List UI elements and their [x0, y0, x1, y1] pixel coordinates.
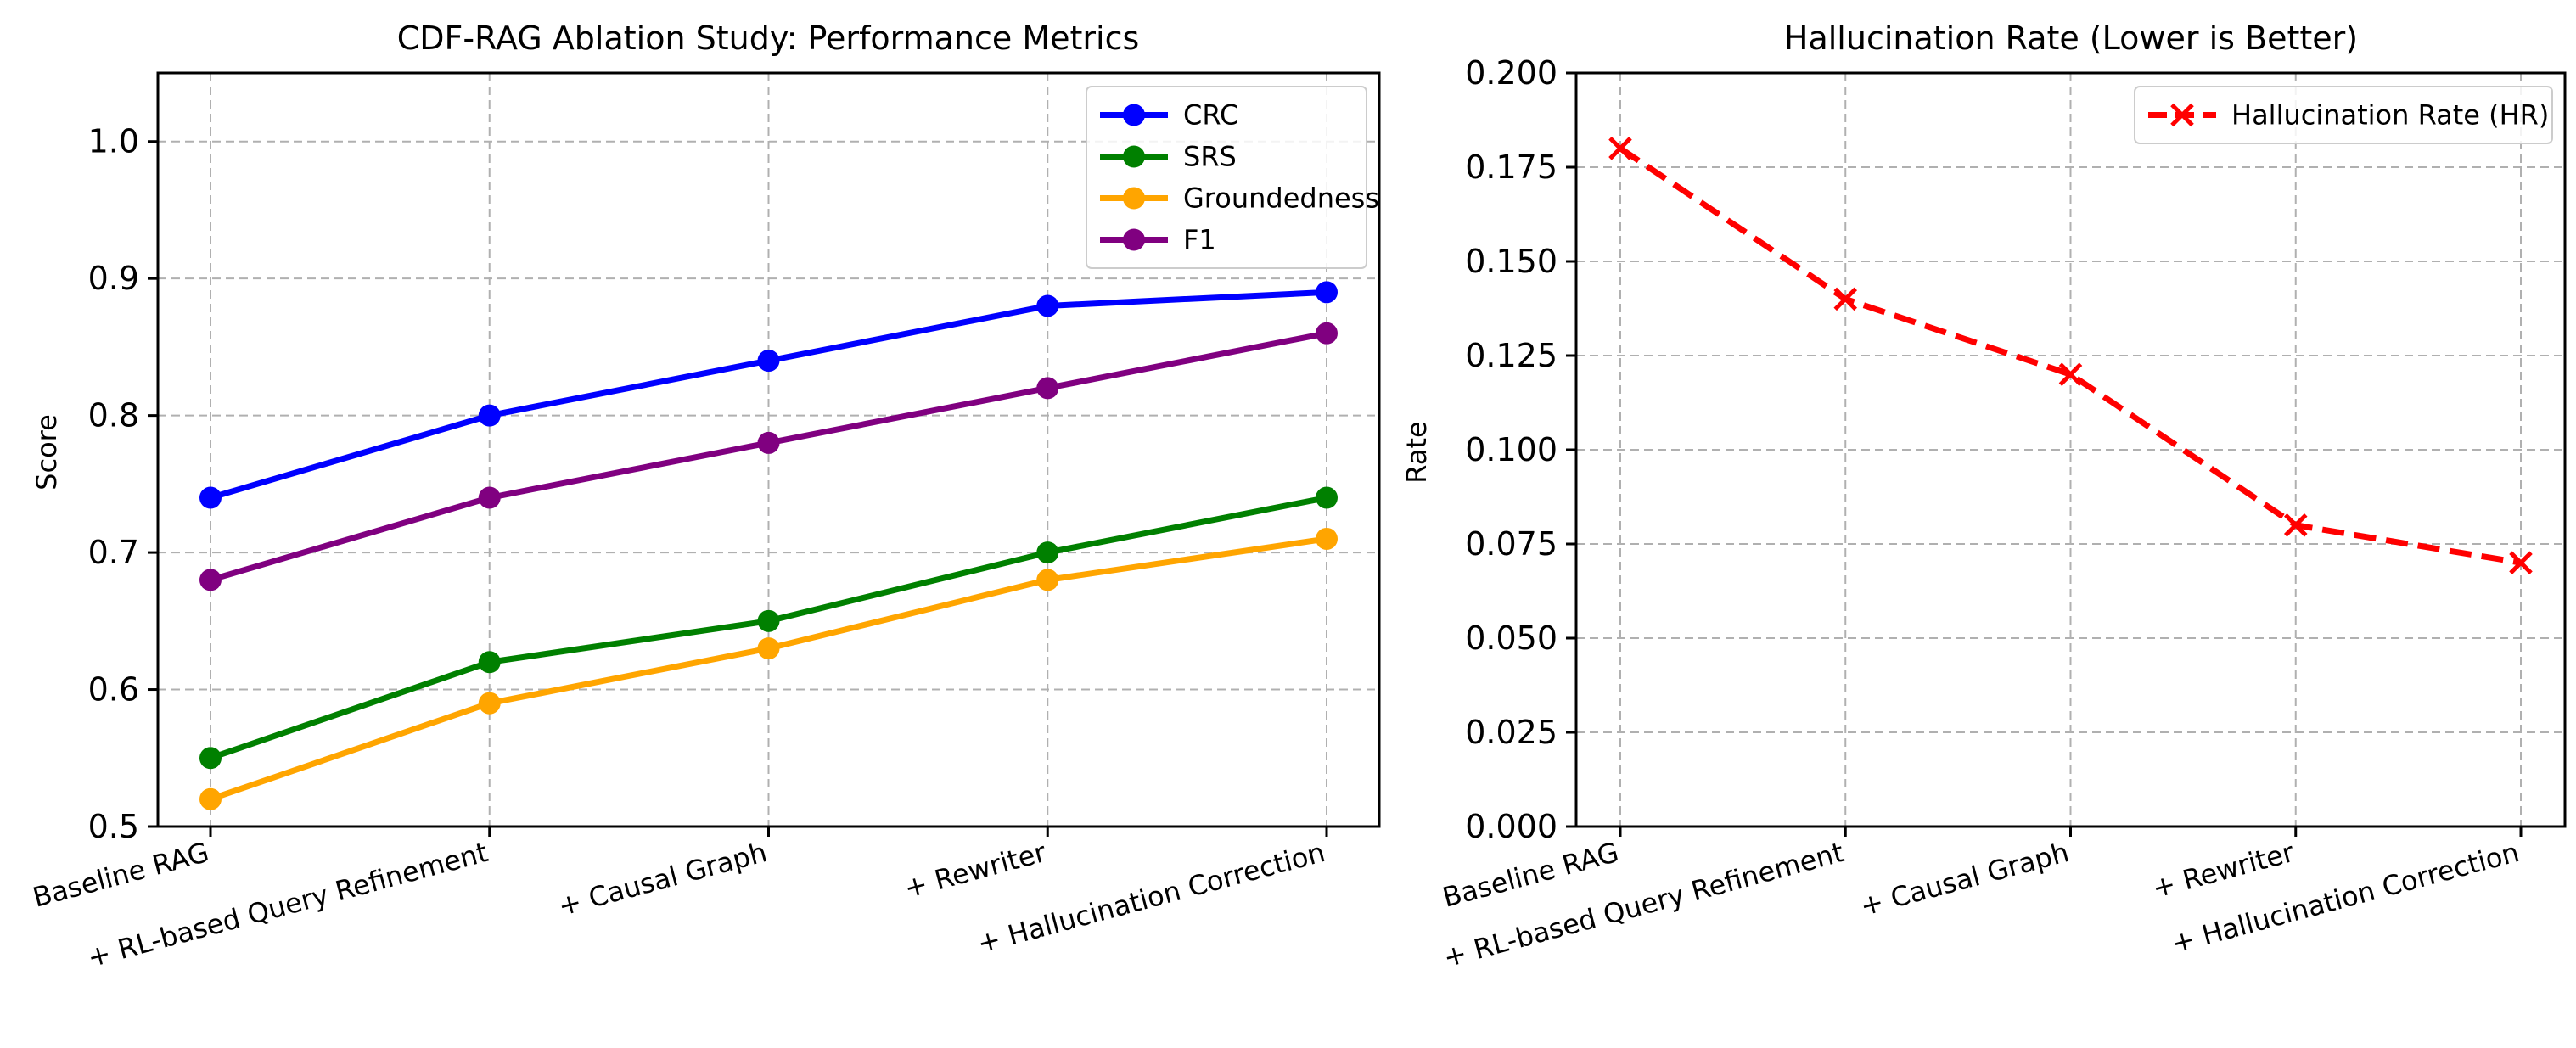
- legend-label: Hallucination Rate (HR): [2231, 99, 2549, 132]
- legend-marker: [1123, 228, 1145, 251]
- data-point: [478, 692, 501, 715]
- legend-marker: [1123, 187, 1145, 210]
- data-point: [478, 651, 501, 674]
- y-tick-label: 0.175: [1465, 149, 1557, 186]
- y-tick-label: 0.8: [88, 397, 139, 434]
- data-point: [1036, 569, 1059, 591]
- legend-box: [2134, 86, 2553, 144]
- x-tick-label: + Causal Graph: [1857, 836, 2073, 922]
- data-point: [757, 350, 780, 373]
- y-tick-label: 0.6: [88, 671, 139, 709]
- y-tick-label: 0.050: [1465, 619, 1557, 657]
- y-tick-label: 0.000: [1465, 808, 1557, 845]
- legend-label: CRC: [1183, 99, 1238, 132]
- y-tick-label: 0.7: [88, 534, 139, 571]
- chart-title: CDF-RAG Ablation Study: Performance Metr…: [397, 20, 1140, 57]
- y-tick-label: 0.9: [88, 260, 139, 297]
- data-point: [2283, 513, 2308, 537]
- legend-label: Groundedness: [1183, 182, 1379, 215]
- legend-label: F1: [1183, 224, 1216, 256]
- legend-marker: [1123, 104, 1145, 126]
- data-point: [757, 637, 780, 660]
- data-point: [478, 486, 501, 509]
- data-point: [1036, 377, 1059, 400]
- x-tick-label: + Rewriter: [901, 836, 1050, 905]
- y-tick-label: 0.075: [1465, 525, 1557, 563]
- data-point: [1608, 137, 1632, 160]
- data-point: [1036, 541, 1059, 564]
- data-point: [1833, 287, 1858, 311]
- y-tick-label: 1.0: [88, 123, 139, 160]
- performance-metrics-chart: CDF-RAG Ablation Study: Performance Metr…: [30, 20, 1381, 974]
- data-point: [757, 609, 780, 632]
- data-point: [199, 569, 222, 591]
- y-axis-label: Rate: [1400, 421, 1433, 483]
- x-tick-label: + RL-based Query Refinement: [1440, 836, 1848, 974]
- data-point: [2058, 362, 2083, 386]
- x-tick-label: + Rewriter: [2149, 836, 2298, 905]
- y-tick-label: 0.200: [1465, 54, 1557, 92]
- data-point: [757, 431, 780, 454]
- y-tick-label: 0.5: [88, 808, 139, 845]
- y-tick-label: 0.025: [1465, 714, 1557, 751]
- data-point: [199, 486, 222, 509]
- y-tick-label: 0.100: [1465, 431, 1557, 468]
- x-tick-label: + Causal Graph: [555, 836, 771, 922]
- x-tick-label: Baseline RAG: [30, 836, 212, 914]
- data-point: [1316, 486, 1338, 509]
- plot-frame: [156, 71, 1381, 828]
- data-point: [2509, 551, 2533, 574]
- data-point: [1316, 527, 1338, 550]
- data-point: [199, 787, 222, 810]
- chart-title: Hallucination Rate (Lower is Better): [1784, 20, 2358, 57]
- hallucination-rate-chart: Hallucination Rate (Lower is Better) Rat…: [1400, 20, 2567, 974]
- legend-marker: [1123, 145, 1145, 168]
- y-tick-label: 0.125: [1465, 337, 1557, 374]
- legend-label: SRS: [1183, 141, 1237, 173]
- legend-marker: [2170, 103, 2194, 127]
- data-point: [478, 404, 501, 427]
- data-point: [199, 747, 222, 770]
- data-point: [1036, 294, 1059, 317]
- plot-frame: [1574, 71, 2567, 828]
- legend-box: [1086, 86, 1367, 269]
- y-axis-label: Score: [31, 414, 63, 490]
- series-line: [1619, 145, 2522, 566]
- data-point: [1316, 322, 1338, 345]
- y-tick-label: 0.150: [1465, 243, 1557, 280]
- data-point: [1316, 281, 1338, 304]
